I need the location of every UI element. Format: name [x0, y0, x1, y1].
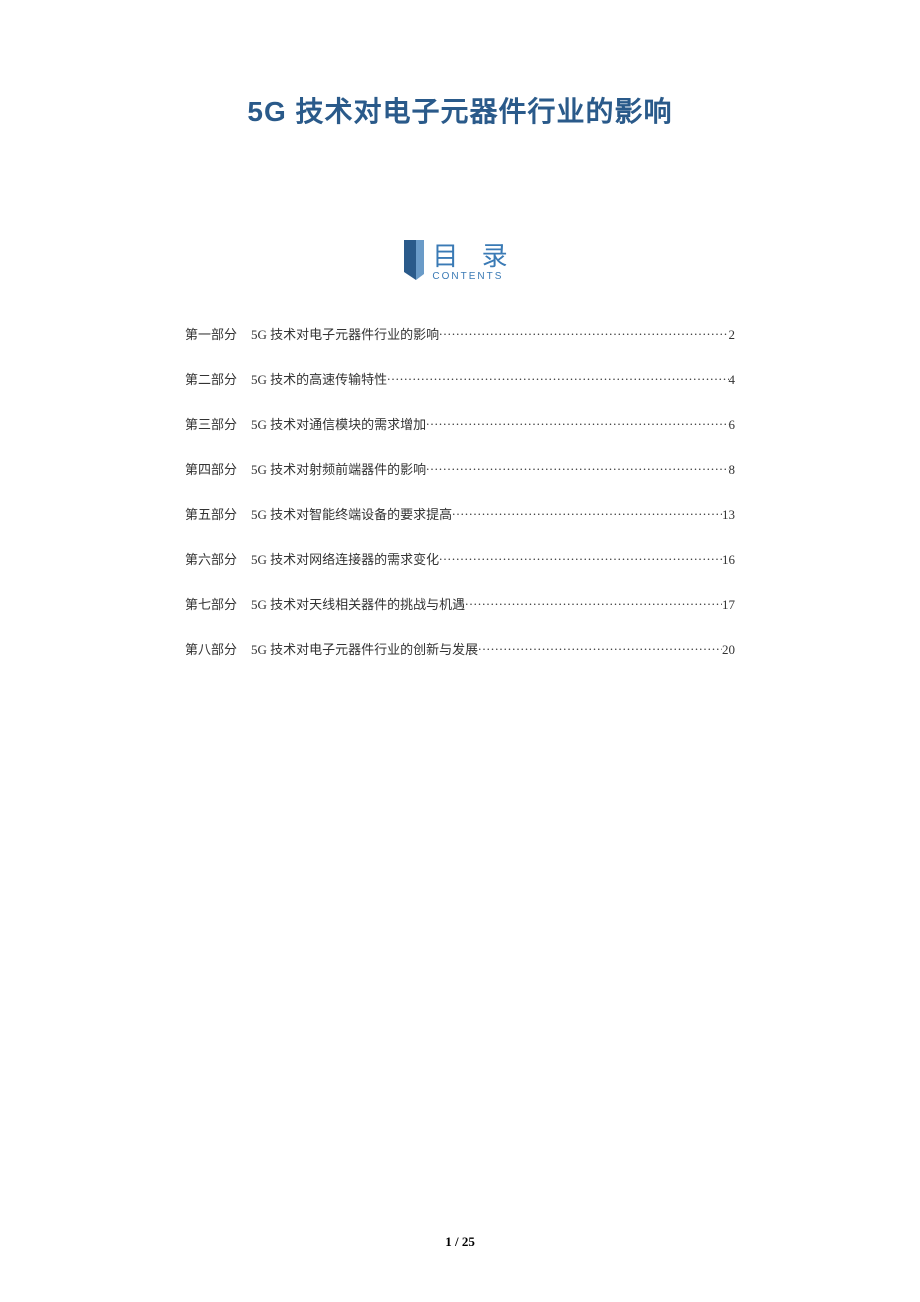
toc-part: 第三部分 [185, 414, 237, 433]
toc-page: 6 [729, 417, 736, 433]
toc-dots [478, 641, 722, 654]
toc-page: 20 [722, 642, 735, 658]
toc-dots [452, 506, 722, 519]
toc-dots [439, 326, 728, 339]
toc-label: 5G 技术对天线相关器件的挑战与机遇 [251, 594, 465, 613]
toc-row: 第一部分 5G 技术对电子元器件行业的影响 2 [185, 324, 735, 343]
toc-row: 第四部分 5G 技术对射频前端器件的影响 8 [185, 459, 735, 478]
toc-part: 第五部分 [185, 504, 237, 523]
toc-row: 第二部分 5G 技术的高速传输特性 4 [185, 369, 735, 388]
toc-label: 5G 技术对智能终端设备的要求提高 [251, 504, 452, 523]
toc-part: 第四部分 [185, 459, 237, 478]
toc-row: 第六部分 5G 技术对网络连接器的需求变化 16 [185, 549, 735, 568]
page-sep: / [452, 1234, 462, 1249]
toc-label: 5G 技术对通信模块的需求增加 [251, 414, 426, 433]
toc-part: 第一部分 [185, 324, 237, 343]
toc-subtitle: CONTENTS [432, 271, 503, 282]
toc-page: 16 [722, 552, 735, 568]
toc-row: 第三部分 5G 技术对通信模块的需求增加 6 [185, 414, 735, 433]
toc-page: 8 [729, 462, 736, 478]
toc-part: 第六部分 [185, 549, 237, 568]
toc-label: 5G 技术对网络连接器的需求变化 [251, 549, 439, 568]
page-footer: 1 / 25 [0, 1234, 920, 1250]
toc-dots [426, 461, 728, 474]
toc-label: 5G 技术的高速传输特性 [251, 369, 387, 388]
toc-page: 4 [729, 372, 736, 388]
toc-header: 目 录 CONTENTS [120, 240, 800, 284]
toc-page: 2 [729, 327, 736, 343]
toc-dots [426, 416, 728, 429]
toc-part: 第七部分 [185, 594, 237, 613]
toc-page: 17 [722, 597, 735, 613]
toc-list: 第一部分 5G 技术对电子元器件行业的影响 2 第二部分 5G 技术的高速传输特… [120, 324, 800, 658]
toc-dots [465, 596, 722, 609]
toc-label: 5G 技术对射频前端器件的影响 [251, 459, 426, 478]
toc-part: 第八部分 [185, 639, 237, 658]
page-total: 25 [462, 1234, 475, 1249]
toc-dots [439, 551, 722, 564]
toc-title: 目 录 [432, 243, 515, 269]
toc-row: 第七部分 5G 技术对天线相关器件的挑战与机遇 17 [185, 594, 735, 613]
toc-title-block: 目 录 CONTENTS [432, 243, 515, 282]
toc-row: 第五部分 5G 技术对智能终端设备的要求提高 13 [185, 504, 735, 523]
toc-label: 5G 技术对电子元器件行业的创新与发展 [251, 639, 478, 658]
toc-label: 5G 技术对电子元器件行业的影响 [251, 324, 439, 343]
toc-page: 13 [722, 507, 735, 523]
toc-icon [404, 240, 424, 284]
document-title: 5G 技术对电子元器件行业的影响 [120, 90, 800, 130]
toc-row: 第八部分 5G 技术对电子元器件行业的创新与发展 20 [185, 639, 735, 658]
toc-dots [387, 371, 728, 384]
toc-part: 第二部分 [185, 369, 237, 388]
